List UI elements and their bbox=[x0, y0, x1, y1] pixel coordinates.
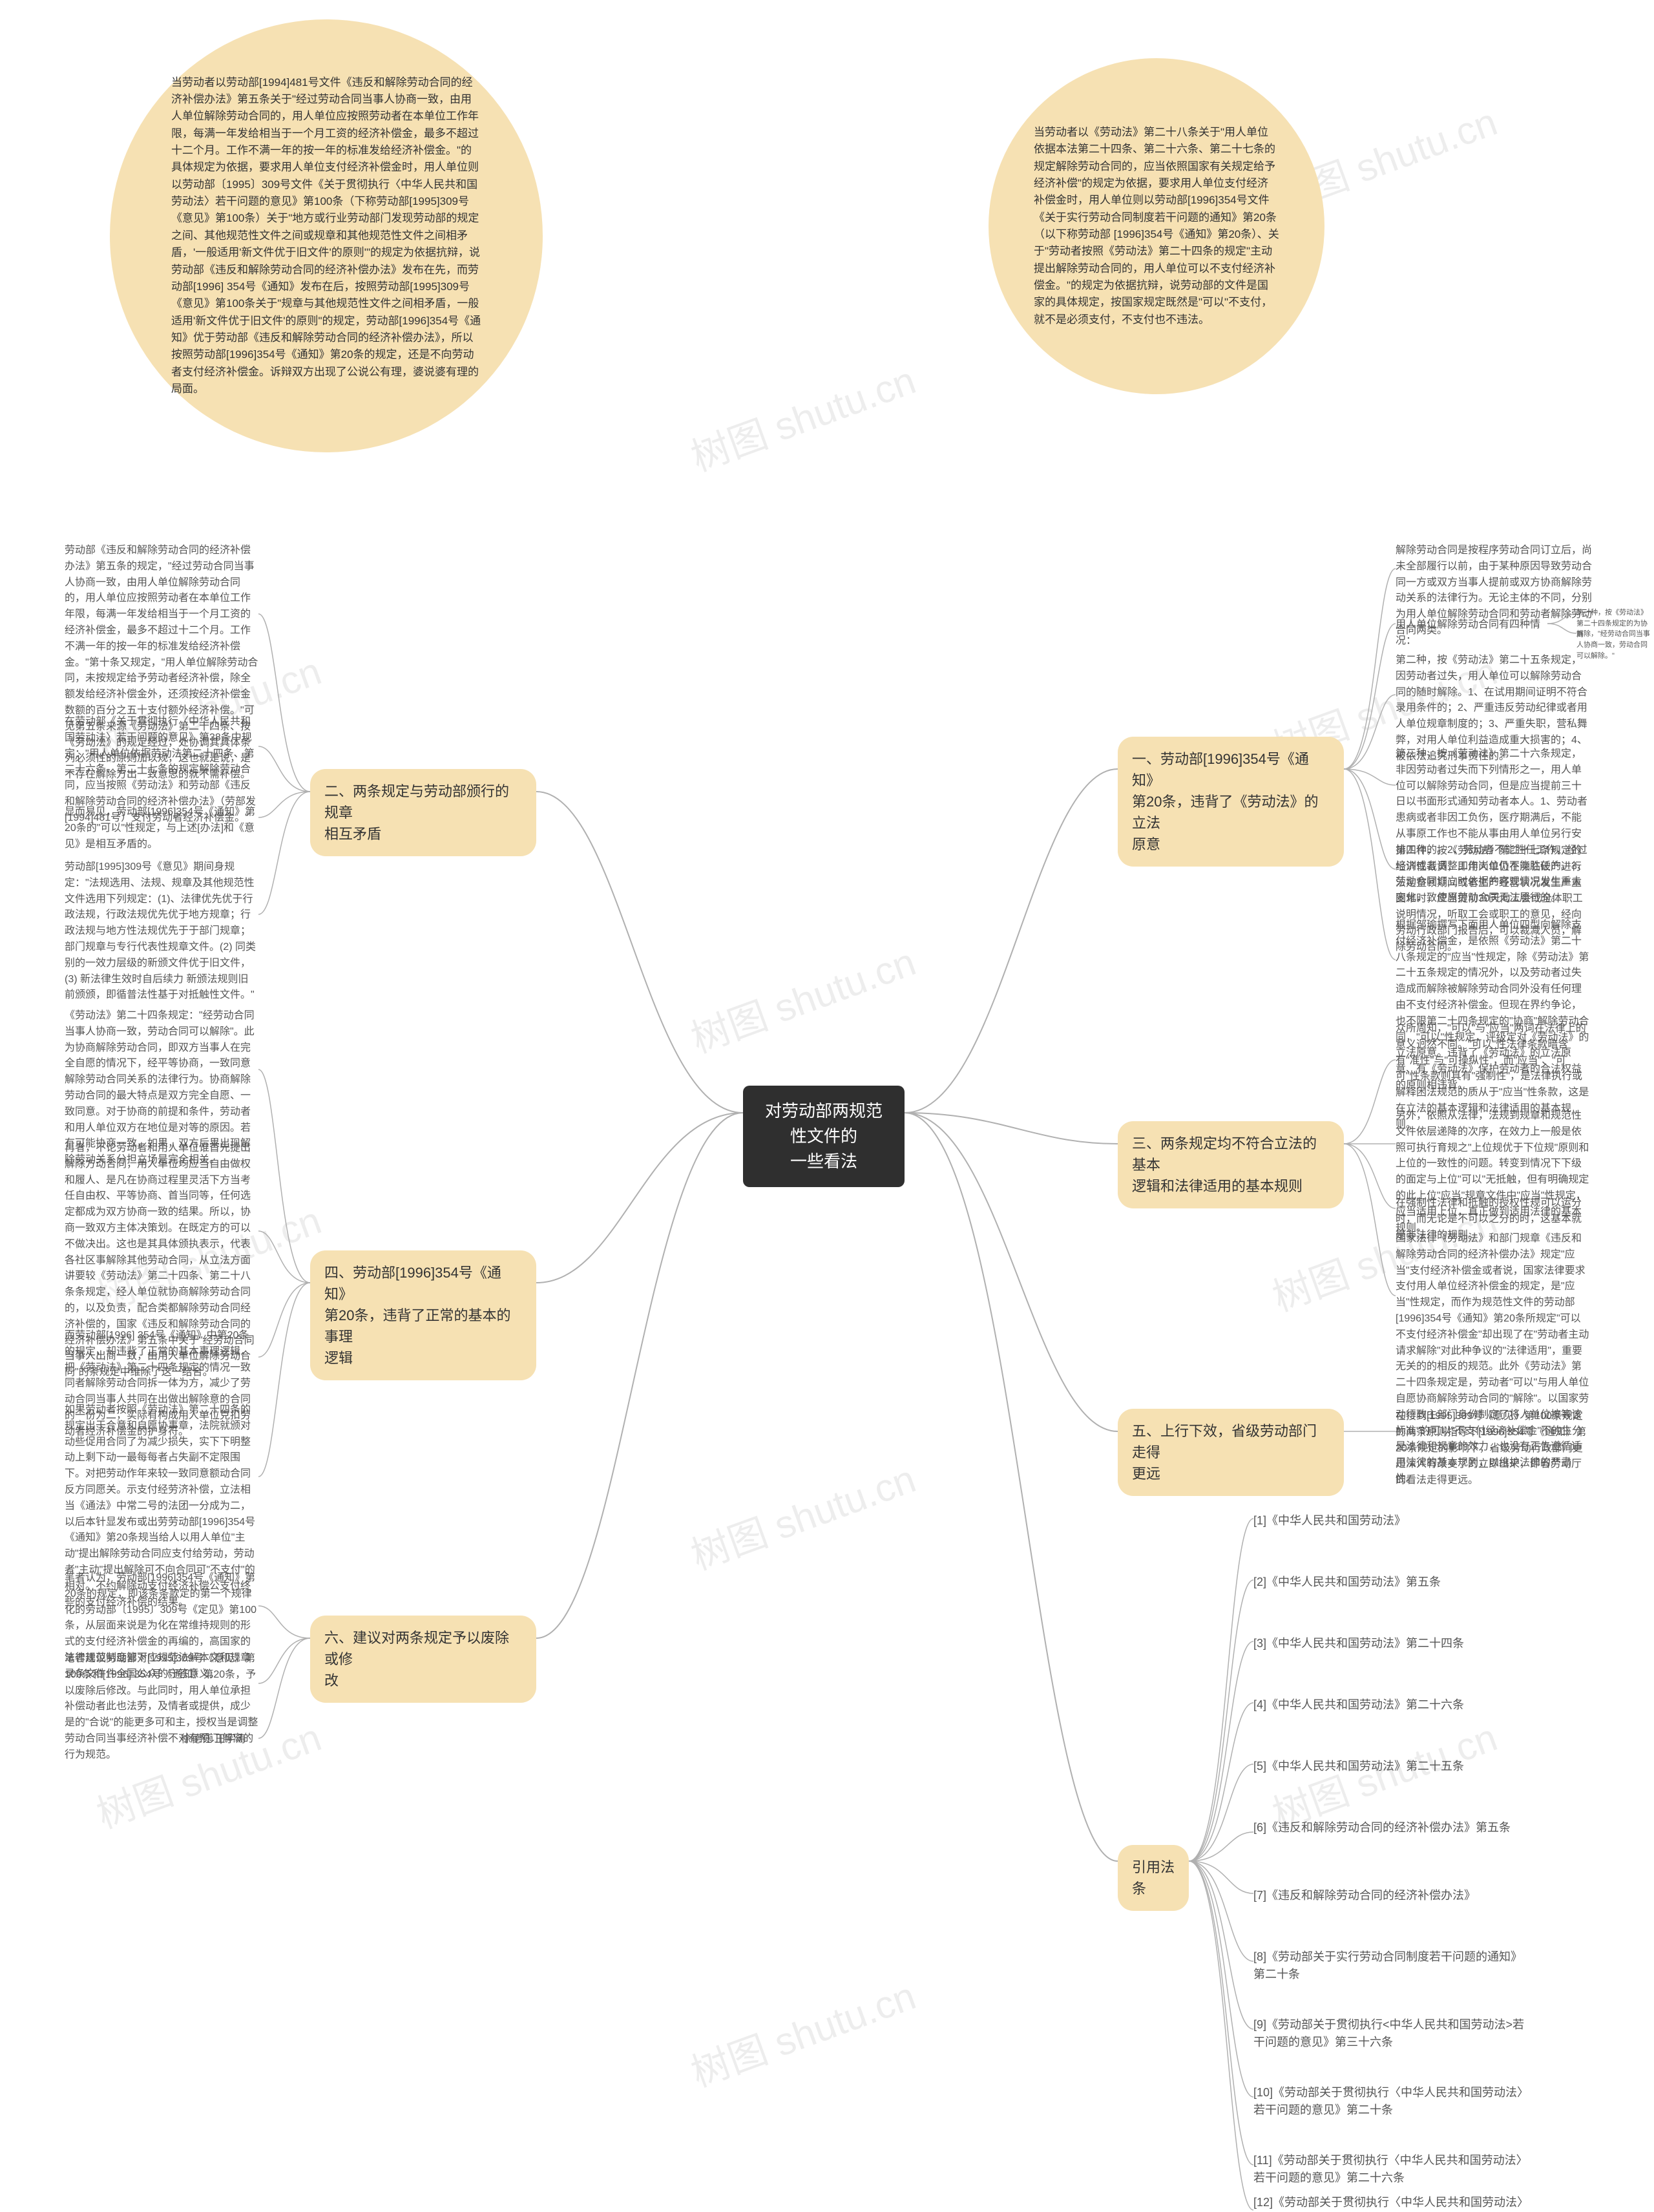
branch-left-3-label: 六、建议对两条规定予以废除或修改 bbox=[324, 1630, 509, 1689]
citation-9: [9]《劳动部关于贯彻执行<中华人民共和国劳动法>若干问题的意见》第三十六条 bbox=[1253, 2016, 1525, 2051]
watermark: 树图 shutu.cn bbox=[682, 1448, 922, 1581]
citation-3: [3]《中华人民共和国劳动法》第二十四条 bbox=[1253, 1635, 1525, 1652]
l-b3-leaf-3: 徐德钰 王宇涛 bbox=[181, 1732, 258, 1748]
branch-right-2: 三、两条规定均不符合立法的基本逻辑和法律适用的基本规则 bbox=[1118, 1121, 1344, 1208]
intro-bubble-left: 当劳动者以劳动部[1994]481号文件《违反和解除劳动合同的经济补偿办法》第五… bbox=[110, 19, 543, 452]
citation-4: [4]《中华人民共和国劳动法》第二十六条 bbox=[1253, 1696, 1525, 1714]
citation-6: [6]《违反和解除劳动合同的经济补偿办法》第五条 bbox=[1253, 1819, 1525, 1837]
citation-1: [1]《中华人民共和国劳动法》 bbox=[1253, 1512, 1525, 1530]
citation-10: [10]《劳动部关于贯彻执行〈中华人民共和国劳动法〉若干问题的意见》第二十条 bbox=[1253, 2084, 1525, 2119]
citation-5: [5]《中华人民共和国劳动法》第二十五条 bbox=[1253, 1758, 1525, 1775]
watermark: 树图 shutu.cn bbox=[682, 931, 922, 1064]
watermark: 树图 shutu.cn bbox=[682, 349, 922, 482]
intro-bubble-right: 当劳动者以《劳动法》第二十八条关于"用人单位依据本法第二十四条、第二十六条、第二… bbox=[989, 58, 1324, 394]
branch-right-3: 五、上行下效，省级劳动部门走得更远 bbox=[1118, 1409, 1344, 1496]
branch-right-1: 一、劳动部[1996]354号《通知》第20条，违背了《劳动法》的立法原意 bbox=[1118, 737, 1344, 867]
root-label: 对劳动部两规范性文件的一些看法 bbox=[765, 1101, 883, 1171]
branch-right-4: 引用法条 bbox=[1118, 1845, 1189, 1911]
citation-8: [8]《劳动部关于实行劳动合同制度若干问题的通知》第二十条 bbox=[1253, 1948, 1525, 1983]
branch-left-1-label: 二、两条规定与劳动部颁行的规章相互矛盾 bbox=[324, 783, 509, 842]
r-b1-leaf-1: 用人单位解除劳动合同有四种情况： bbox=[1396, 617, 1547, 649]
l-b1-leaf-3: 显而易见，劳动部[1996]354号《通知》第20条的"可以"性规定，与上述[办… bbox=[65, 805, 258, 852]
intro-bubble-left-text: 当劳动者以劳动部[1994]481号文件《违反和解除劳动合同的经济补偿办法》第五… bbox=[152, 74, 501, 398]
citation-12: [12]《劳动部关于贯彻执行〈中华人民共和国劳动法〉若干问题的意见》第二十七条 bbox=[1253, 2194, 1525, 2212]
r-b3-leaf-1: 在接到[1995]309号《意见》第100条规定的两条原则指导下[1996]35… bbox=[1396, 1409, 1589, 1489]
branch-left-2: 四、劳动部[1996]354号《通知》第20条，违背了正常的基本的事理逻辑 bbox=[310, 1250, 536, 1380]
branch-left-1: 二、两条规定与劳动部颁行的规章相互矛盾 bbox=[310, 769, 536, 856]
branch-right-4-label: 引用法条 bbox=[1132, 1859, 1175, 1897]
branch-left-3: 六、建议对两条规定予以废除或修改 bbox=[310, 1616, 536, 1703]
l-b1-leaf-4: 劳动部[1995]309号《意见》期间身规定："法规选用、法规、规章及其他规范性… bbox=[65, 859, 258, 1004]
intro-bubble-right-text: 当劳动者以《劳动法》第二十八条关于"用人单位依据本法第二十四条、第二十六条、第二… bbox=[1014, 124, 1299, 328]
citation-2: [2]《中华人民共和国劳动法》第五条 bbox=[1253, 1574, 1525, 1591]
watermark: 树图 shutu.cn bbox=[682, 1964, 922, 2098]
branch-right-2-label: 三、两条规定均不符合立法的基本逻辑和法律适用的基本规则 bbox=[1132, 1135, 1317, 1194]
branch-right-1-label: 一、劳动部[1996]354号《通知》第20条，违背了《劳动法》的立法原意 bbox=[1132, 751, 1318, 852]
citation-7: [7]《违反和解除劳动合同的经济补偿办法》 bbox=[1253, 1887, 1525, 1904]
branch-left-2-label: 四、劳动部[1996]354号《通知》第20条，违背了正常的基本的事理逻辑 bbox=[324, 1265, 510, 1366]
root-node: 对劳动部两规范性文件的一些看法 bbox=[743, 1086, 905, 1187]
citation-11: [11]《劳动部关于贯彻执行〈中华人民共和国劳动法〉若干问题的意见》第二十六条 bbox=[1253, 2152, 1525, 2187]
branch-right-3-label: 五、上行下效，省级劳动部门走得更远 bbox=[1132, 1423, 1317, 1482]
